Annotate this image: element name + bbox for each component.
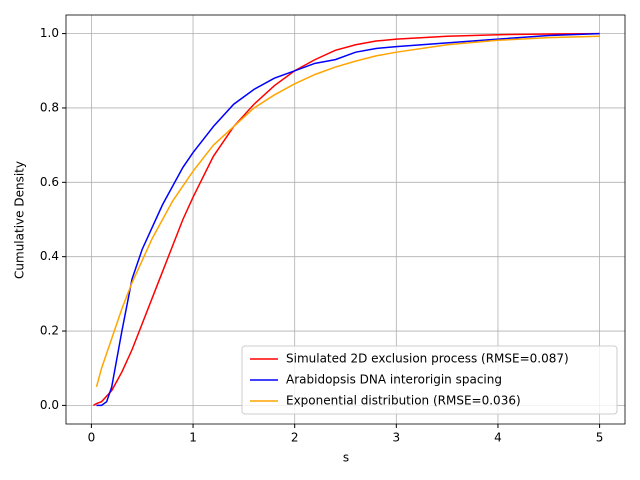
series-line <box>95 35 600 388</box>
series-line <box>93 32 600 407</box>
y-axis-label: Cumulative Density <box>13 161 27 279</box>
legend-box <box>241 345 618 415</box>
y-tick-label: 0.8 <box>40 100 59 114</box>
legend: Simulated 2D exclusion process (RMSE=0.0… <box>241 345 618 415</box>
x-axis-label: s <box>343 451 349 465</box>
x-tick-label: 0 <box>88 431 96 445</box>
plot-frame <box>65 14 626 425</box>
x-tick-label: 5 <box>596 431 604 445</box>
legend-label: Arabidopsis DNA interorigin spacing <box>286 373 502 387</box>
x-tick-label: 2 <box>291 431 299 445</box>
series-line <box>96 32 600 407</box>
legend-label: Simulated 2D exclusion process (RMSE=0.0… <box>286 352 569 366</box>
legend-label: Exponential distribution (RMSE=0.036) <box>286 394 521 408</box>
y-tick-label: 0.6 <box>40 175 59 189</box>
x-tick-label: 3 <box>392 431 400 445</box>
x-tick-label: 4 <box>494 431 502 445</box>
y-tick-label: 0.2 <box>40 324 59 338</box>
y-tick-label: 1.0 <box>40 26 59 40</box>
y-tick-label: 0.4 <box>40 249 59 263</box>
y-tick-label: 0.0 <box>40 398 59 412</box>
x-tick-label: 1 <box>189 431 197 445</box>
